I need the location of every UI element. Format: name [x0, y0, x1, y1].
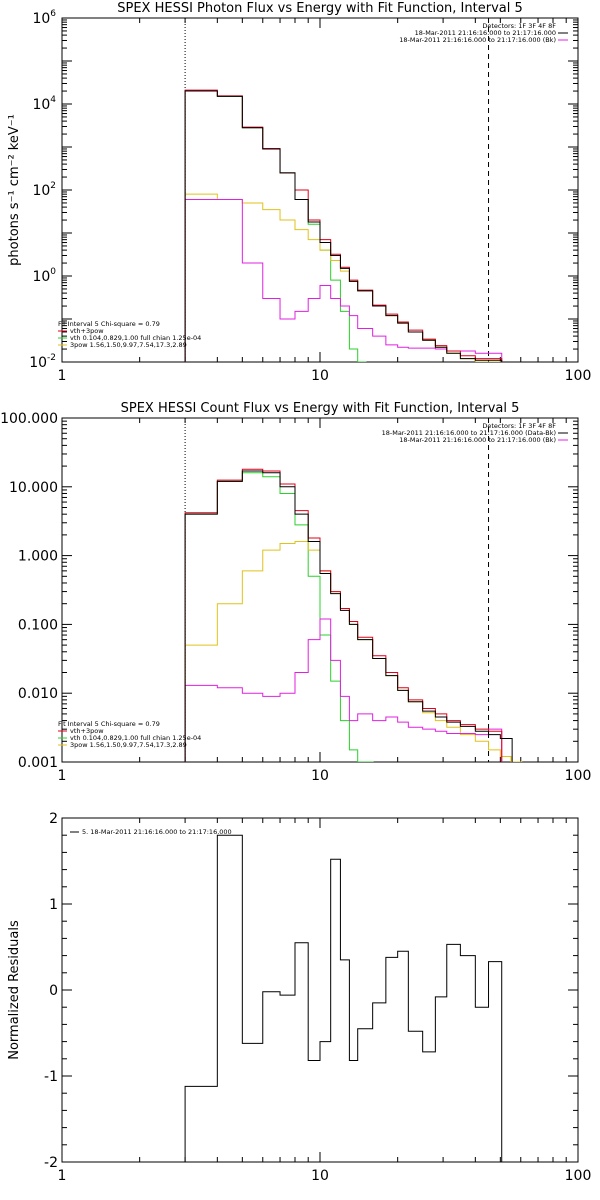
y-tick-label: 100	[32, 267, 56, 285]
legend-left-text: Fit Interval 5 Chi-square = 0.79	[58, 320, 160, 328]
series-group	[184, 89, 503, 362]
series-black	[184, 90, 503, 362]
x-tick-label: 100	[565, 768, 592, 784]
y-axis-label: Normalized Residuals	[7, 920, 22, 1060]
y-tick-mantissa: 10	[29, 355, 47, 371]
series-green	[184, 90, 367, 362]
x-tick-label: 1	[58, 768, 67, 784]
series-red	[184, 89, 503, 362]
y-tick-exponent: 4	[50, 95, 56, 105]
y-tick-label: -2	[44, 1155, 58, 1171]
y-tick-label: -1	[44, 1069, 58, 1085]
x-tick-label: 100	[565, 1168, 592, 1184]
y-tick-label: 1.000	[18, 549, 58, 565]
y-tick-exponent: -2	[47, 353, 56, 363]
y-axis-label: photons s⁻¹ cm⁻² keV⁻¹	[7, 114, 22, 266]
y-tick-mantissa: 10	[32, 97, 50, 113]
legend-right-text: 18-Mar-2011 21:16:16.000 to 21:17:16.000…	[382, 429, 556, 437]
legend-right-text: 18-Mar-2011 21:16:16.000 to 21:17:16.000…	[399, 436, 556, 444]
y-tick-label: 0.010	[18, 686, 58, 702]
y-tick-mantissa: 10	[32, 269, 50, 285]
y-tick-label: 0	[49, 983, 58, 999]
y-tick-label: 2	[49, 811, 58, 827]
x-tick-label: 100	[565, 368, 592, 384]
y-tick-label: 102	[32, 181, 56, 199]
legend-left-text: 3pow 1.56,1.50,9.97,7.54,17.3,2.89	[70, 741, 187, 749]
legend-left-text: 5. 18-Mar-2011 21:16:16.000 to 21:17:16.…	[82, 828, 232, 836]
y-tick-label: 104	[32, 95, 56, 113]
series-group	[184, 834, 503, 1162]
series-yellow	[184, 193, 503, 362]
series-magenta	[184, 618, 503, 762]
y-tick-label: 10.000	[9, 480, 58, 496]
legend-left-text: 3pow 1.56,1.50,9.97,7.54,17.3,2.89	[70, 341, 187, 349]
y-tick-label: 1	[49, 897, 58, 913]
chart-title: SPEX HESSI Photon Flux vs Energy with Fi…	[117, 1, 523, 16]
x-tick-label: 10	[311, 368, 329, 384]
chart-panel-3: 1 10 100 -2 -1 0 1 2 Normalized Residuals 5. 18-M…	[7, 811, 591, 1184]
legend-right-text: 18-Mar-2011 21:16:16.000 to 21:17:16.000	[415, 29, 556, 37]
legend-left-text: Fit Interval 5 Chi-square = 0.79	[58, 720, 160, 728]
legend-left-text: vth 0.104,0.829,1.00 full chian 1.25e-04	[70, 734, 201, 742]
y-tick-exponent: 6	[50, 9, 56, 19]
y-tick-exponent: 2	[50, 181, 56, 191]
legend-right-text: Detectors: 1F 3F 4F 8F	[482, 422, 556, 430]
legend-right-text: Detectors: 1F 3F 4F 8F	[482, 22, 556, 30]
plot-frame	[61, 17, 579, 363]
series-black	[184, 834, 503, 1162]
x-tick-label: 1	[58, 1168, 67, 1184]
y-tick-label: 106	[32, 9, 56, 27]
chart-panel-2: 1 10 100 0.001 0.010 0.100 1.000 10.000 100.000 S…	[0, 401, 591, 784]
x-tick-label: 1	[58, 368, 67, 384]
y-tick-label: 0.100	[18, 617, 58, 633]
x-tick-label: 10	[311, 1168, 329, 1184]
y-tick-exponent: 0	[50, 267, 56, 277]
legend-left-text: vth+3pow	[70, 327, 104, 335]
y-tick-label: 0.001	[18, 755, 58, 771]
series-green	[184, 472, 374, 762]
legend-left-text: vth+3pow	[70, 727, 104, 735]
chart-title: SPEX HESSI Count Flux vs Energy with Fit…	[121, 401, 520, 416]
series-magenta	[184, 199, 503, 362]
legend-left-text: vth 0.104,0.829,1.00 full chian 1.25e-04	[70, 334, 201, 342]
series-group	[184, 468, 523, 762]
y-tick-mantissa: 10	[32, 11, 50, 27]
y-tick-label: 100.000	[0, 411, 58, 427]
series-black	[184, 470, 513, 762]
y-tick-label: 10-2	[29, 353, 56, 371]
legend-right-text: 18-Mar-2011 21:16:16.000 to 21:17:16.000…	[399, 36, 556, 44]
x-tick-label: 10	[311, 768, 329, 784]
y-tick-mantissa: 10	[32, 183, 50, 199]
plot-frame	[61, 817, 579, 1163]
